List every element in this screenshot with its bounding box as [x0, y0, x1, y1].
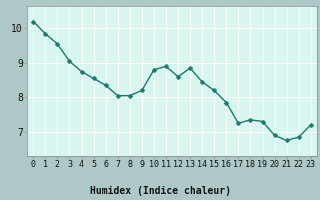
Text: Humidex (Indice chaleur): Humidex (Indice chaleur)	[90, 186, 230, 196]
